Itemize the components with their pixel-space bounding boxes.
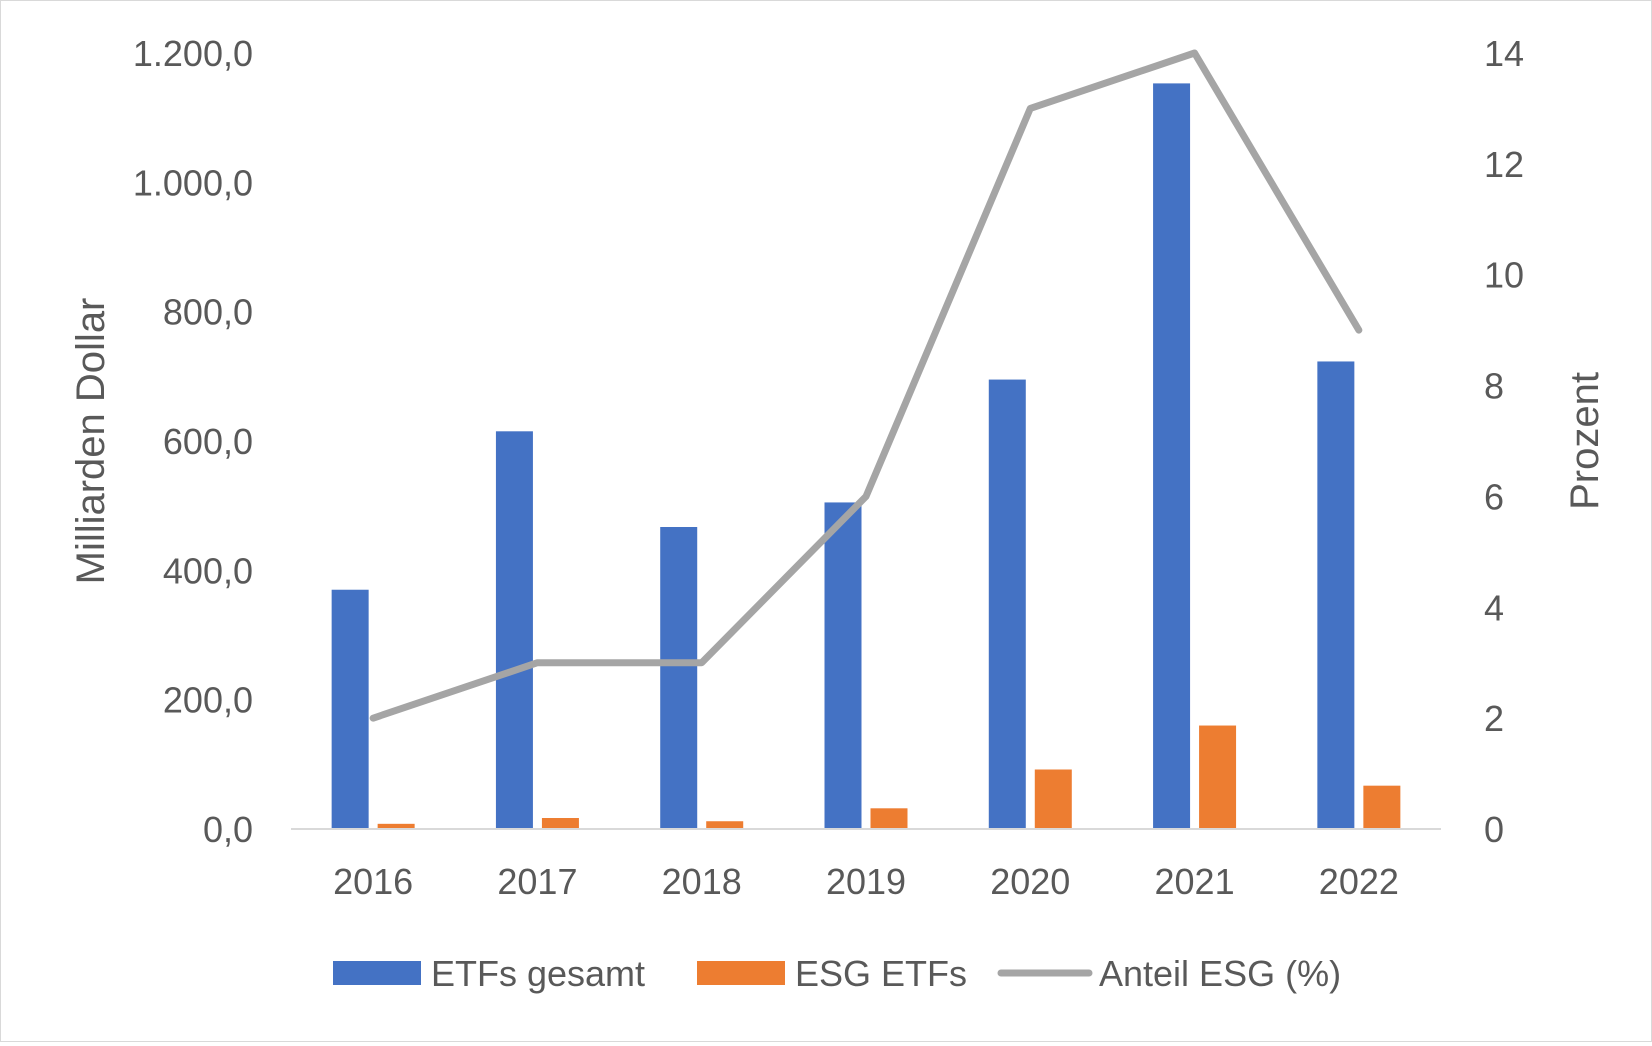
legend-swatch-etfs-gesamt <box>333 961 421 985</box>
legend-label-esg-etfs: ESG ETFs <box>795 953 967 994</box>
right-axis-ticks: 0 2 4 6 8 10 12 14 <box>1484 33 1524 850</box>
bar-etfs-gesamt-2017 <box>496 431 533 829</box>
left-axis-ticks: 0,0 200,0 400,0 600,0 800,0 1.000,0 1.200,0 <box>133 33 253 850</box>
right-axis-title: Prozent <box>1563 372 1607 510</box>
right-tick-label: 14 <box>1484 33 1524 74</box>
bar-esg-etfs-2018 <box>706 821 743 829</box>
left-tick-label: 1.200,0 <box>133 33 253 74</box>
bar-esg-etfs-2021 <box>1199 726 1236 829</box>
x-tick-label: 2022 <box>1319 861 1399 902</box>
x-tick-label: 2020 <box>990 861 1070 902</box>
x-tick-label: 2019 <box>826 861 906 902</box>
right-tick-label: 10 <box>1484 255 1524 296</box>
left-tick-label: 800,0 <box>163 292 253 333</box>
x-tick-label: 2018 <box>662 861 742 902</box>
bar-etfs-gesamt-2021 <box>1153 83 1190 829</box>
legend: ETFs gesamt ESG ETFs Anteil ESG (%) <box>333 953 1341 994</box>
left-tick-label: 1.000,0 <box>133 162 253 203</box>
right-tick-label: 8 <box>1484 366 1504 407</box>
x-tick-label: 2017 <box>497 861 577 902</box>
right-tick-label: 12 <box>1484 144 1524 185</box>
left-tick-label: 200,0 <box>163 680 253 721</box>
right-tick-label: 6 <box>1484 476 1504 517</box>
bar-etfs-gesamt-2016 <box>332 590 369 829</box>
bar-esg-etfs-2019 <box>871 808 908 829</box>
left-axis-title: Milliarden Dollar <box>69 298 113 585</box>
bar-esg-etfs-2017 <box>542 818 579 829</box>
left-tick-label: 600,0 <box>163 421 253 462</box>
bar-etfs-gesamt-2022 <box>1317 361 1354 829</box>
bar-etfs-gesamt-2018 <box>660 527 697 829</box>
right-tick-label: 4 <box>1484 587 1504 628</box>
legend-label-anteil-esg: Anteil ESG (%) <box>1099 953 1341 994</box>
bars-layer <box>332 83 1401 829</box>
bar-etfs-gesamt-2019 <box>825 502 862 829</box>
left-tick-label: 0,0 <box>203 809 253 850</box>
legend-swatch-esg-etfs <box>697 961 785 985</box>
right-tick-label: 0 <box>1484 809 1504 850</box>
right-tick-label: 2 <box>1484 698 1504 739</box>
left-tick-label: 400,0 <box>163 550 253 591</box>
x-tick-label: 2021 <box>1155 861 1235 902</box>
x-axis-ticks: 2016 2017 2018 2019 2020 2021 2022 <box>333 861 1399 902</box>
bar-esg-etfs-2020 <box>1035 770 1072 829</box>
bar-etfs-gesamt-2020 <box>989 380 1026 829</box>
x-tick-label: 2016 <box>333 861 413 902</box>
legend-label-etfs-gesamt: ETFs gesamt <box>431 953 645 994</box>
bar-esg-etfs-2022 <box>1363 786 1400 829</box>
